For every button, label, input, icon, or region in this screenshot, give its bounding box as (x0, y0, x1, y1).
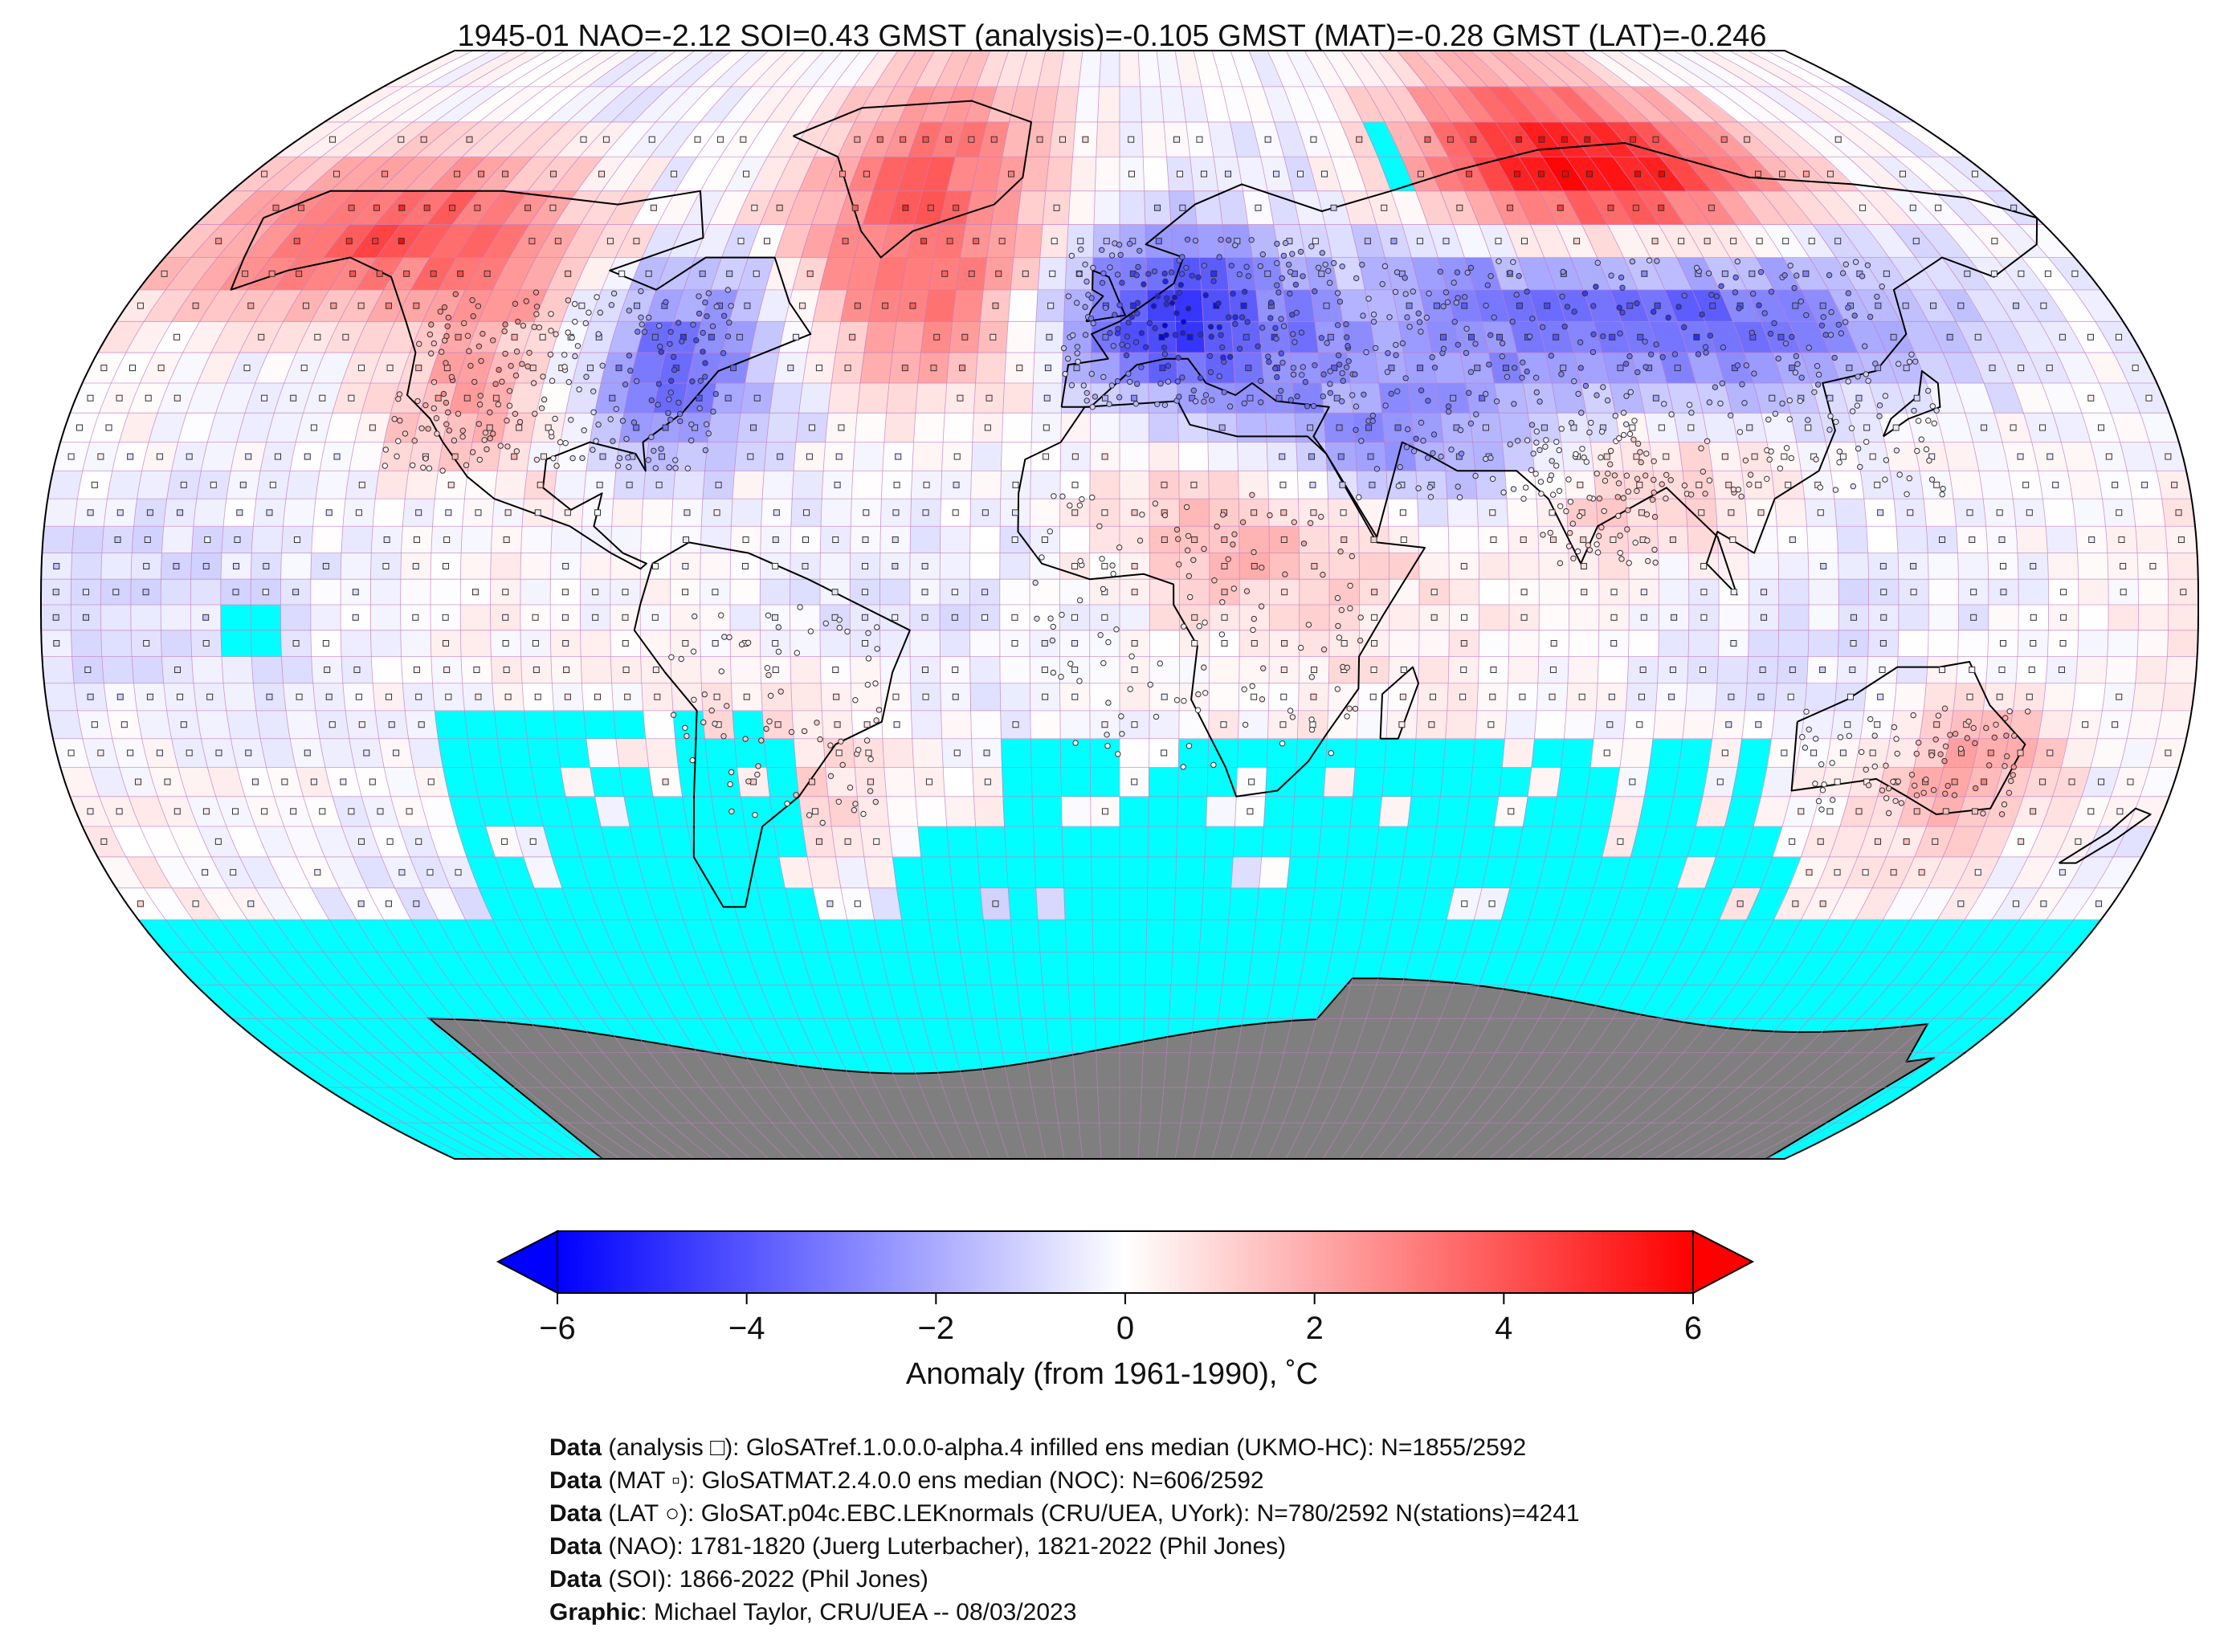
colorbar-label: Anomaly (from 1961-1990), ˚C (905, 1357, 1319, 1391)
tick-label: 0 (1116, 1311, 1135, 1346)
tick-label: −4 (728, 1311, 765, 1346)
tick-label: 2 (1305, 1311, 1324, 1346)
tick-label: 6 (1683, 1311, 1703, 1346)
credit-soi: Data (SOI): 1866-2022 (Phil Jones) (549, 1566, 928, 1593)
tick-label: −2 (917, 1311, 955, 1346)
tick-label: 4 (1495, 1311, 1513, 1346)
data-credits: Data (analysis □): GloSATref.1.0.0.0-alp… (549, 1431, 1580, 1629)
colorbar-extend-high (1692, 1230, 1755, 1295)
world-anomaly-map (40, 50, 2199, 1160)
tick-label: −6 (539, 1311, 576, 1346)
credit-analysis: Data (analysis □): GloSATref.1.0.0.0-alp… (549, 1434, 1527, 1461)
credit-lat: Data (LAT ○): GloSAT.p04c.EBC.LEKnormals… (549, 1500, 1580, 1527)
colorbar-extend-low (496, 1230, 558, 1295)
map-title: 1945-01 NAO=-2.12 SOI=0.43 GMST (analysi… (457, 19, 1767, 53)
credit-nao: Data (NAO): 1781-1820 (Juerg Luterbacher… (549, 1533, 1287, 1560)
credit-graphic: Graphic: Michael Taylor, CRU/UEA -- 08/0… (549, 1599, 1077, 1625)
colorbar-gradient (557, 1230, 1694, 1294)
credit-mat: Data (MAT ▫): GloSATMAT.2.4.0.0 ens medi… (549, 1467, 1264, 1494)
colorbar-ticks (557, 1293, 1694, 1304)
